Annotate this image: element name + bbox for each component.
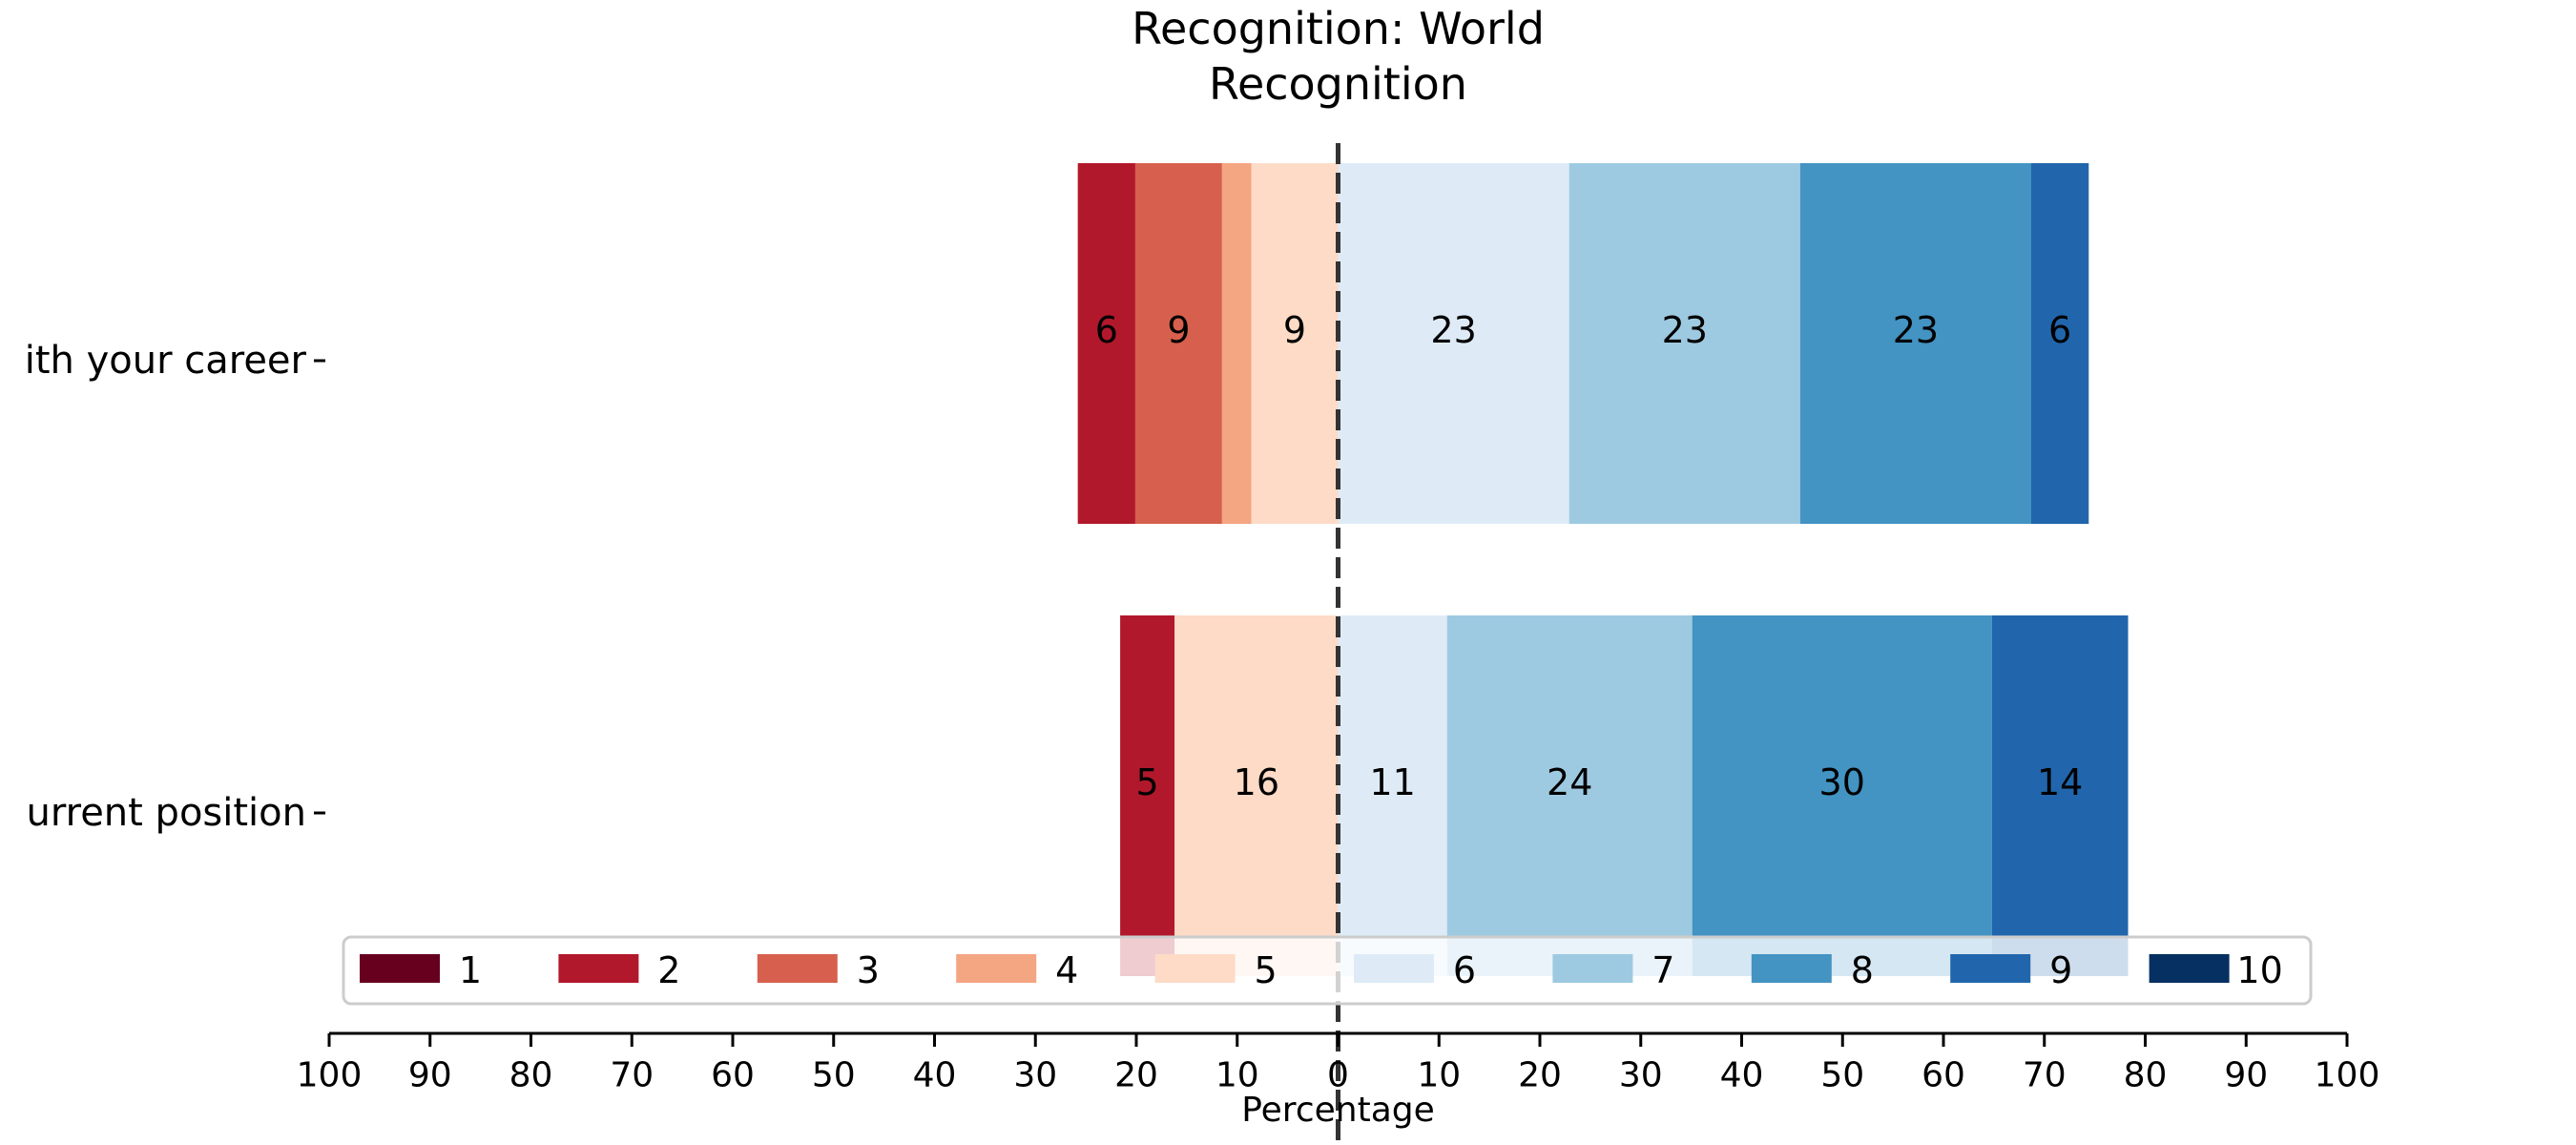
legend: 1 2 3 4 5 6 7 8 9 10 (342, 935, 2313, 1006)
data-label: 23 (1662, 309, 1708, 351)
bar-segment (1134, 163, 1222, 524)
x-tick-label: 40 (1720, 1056, 1764, 1095)
legend-label: 1 (459, 949, 482, 991)
data-label: 16 (1234, 761, 1279, 803)
legend-label: 7 (1652, 949, 1674, 991)
bar-segment (1077, 163, 1135, 524)
bar-segment (1251, 163, 1339, 524)
bar-segment (1991, 615, 2129, 976)
legend-swatch (1552, 954, 1633, 983)
chart-title-line: Recognition (1209, 58, 1467, 110)
bar-segment (1338, 163, 1569, 524)
x-tick-label: 100 (2315, 1056, 2380, 1095)
data-label: 9 (1283, 309, 1306, 351)
x-tick-label: 30 (1619, 1056, 1663, 1095)
x-tick-label: 10 (1417, 1056, 1461, 1095)
legend-swatch (1154, 954, 1236, 983)
category-axis: ith your career urrent position (25, 339, 325, 835)
data-label: 24 (1547, 761, 1592, 803)
bar-segment (1120, 615, 1175, 976)
data-label: 6 (2048, 309, 2071, 351)
data-label: 23 (1430, 309, 1476, 351)
x-tick-label: 70 (2023, 1056, 2067, 1095)
x-tick-label: 60 (711, 1056, 755, 1095)
x-tick-label: 90 (408, 1056, 452, 1095)
chart-title-line: Recognition: World (1132, 3, 1545, 54)
legend-label: 5 (1255, 949, 1278, 991)
legend-swatch (360, 954, 440, 983)
legend-box (342, 935, 2313, 1006)
x-tick-label: 60 (1922, 1056, 1965, 1095)
data-label: 5 (1136, 761, 1159, 803)
x-tick-label: 50 (812, 1056, 856, 1095)
bar-segment (2031, 163, 2089, 524)
data-label: 9 (1167, 309, 1190, 351)
legend-label: 6 (1453, 949, 1476, 991)
x-axis-title: Percentage (1241, 1091, 1435, 1130)
legend-swatch (558, 954, 639, 983)
bar-segment (1338, 615, 1447, 976)
data-labels-layer: 6 9 9 23 23 23 6 5 16 11 24 30 14 (1095, 309, 2084, 803)
legend-label: 2 (657, 949, 680, 991)
data-label: 14 (2037, 761, 2083, 803)
legend-swatch (2149, 954, 2230, 983)
legend-swatch (757, 954, 838, 983)
legend-label: 4 (1055, 949, 1078, 991)
data-label: 11 (1369, 761, 1415, 803)
category-label: ith your career (25, 339, 307, 383)
bar-segment (1692, 615, 1992, 976)
legend-swatch (956, 954, 1037, 983)
x-tick-label: 30 (1013, 1056, 1057, 1095)
bar-segment (1174, 615, 1339, 976)
chart-title: Recognition: World Recognition (1132, 3, 1545, 110)
x-tick-label: 20 (1518, 1056, 1562, 1095)
bar-segment (1799, 163, 2032, 524)
x-tick-label: 40 (913, 1056, 957, 1095)
legend-label: 10 (2236, 949, 2282, 991)
x-tick-label: 80 (2124, 1056, 2168, 1095)
data-label: 30 (1819, 761, 1865, 803)
bar-segment (1568, 163, 1800, 524)
x-tick-label: 20 (1114, 1056, 1158, 1095)
x-tick-label: 0 (1327, 1056, 1349, 1095)
bars-layer (1077, 163, 2129, 976)
x-tick-label: 80 (509, 1056, 553, 1095)
x-axis: 100 90 80 70 60 50 40 30 20 10 0 10 20 30 40 50 60 70 80 90… (297, 1031, 2380, 1095)
x-tick-label: 100 (297, 1056, 363, 1095)
bar-segment (1446, 615, 1693, 976)
data-label: 6 (1095, 309, 1118, 351)
x-tick-label: 70 (610, 1056, 654, 1095)
legend-label: 9 (2049, 949, 2072, 991)
x-tick-label: 50 (1820, 1056, 1864, 1095)
legend-swatch (1950, 954, 2031, 983)
legend-label: 8 (1851, 949, 1874, 991)
legend-swatch (1354, 954, 1434, 983)
category-label: urrent position (27, 791, 306, 835)
bar-segment (1221, 163, 1252, 524)
legend-swatch (1751, 954, 1832, 983)
legend-label: 3 (857, 949, 880, 991)
x-tick-label: 90 (2224, 1056, 2268, 1095)
data-label: 23 (1893, 309, 1939, 351)
x-tick-label: 10 (1215, 1056, 1259, 1095)
